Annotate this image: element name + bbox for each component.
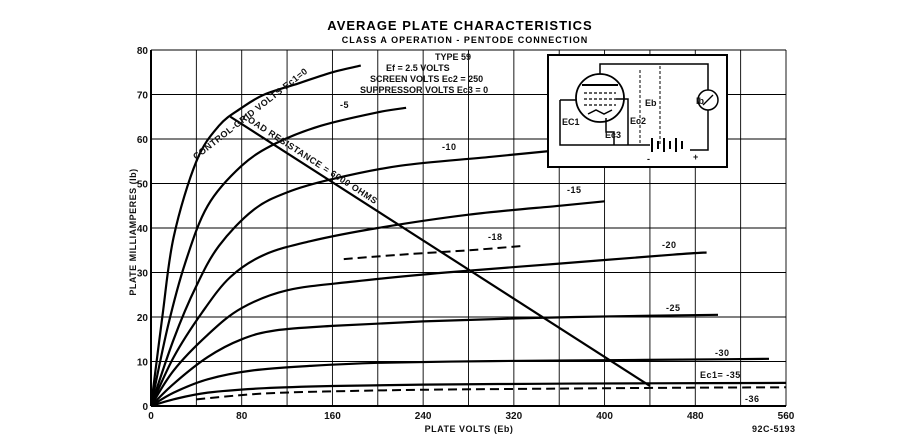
filament-voltage: Ef = 2.5 VOLTS [386,63,450,73]
x-tick-label: 400 [596,411,613,422]
y-tick-labels: 0 10 20 30 40 50 60 70 80 [137,46,149,413]
x-tick-label: 80 [236,411,248,422]
curve-label-minus-35: Ec1= -35 [700,370,741,380]
curve-ec1-minus-15 [150,200,605,407]
load-line [229,115,651,387]
x-tick-label: 240 [415,411,432,422]
x-tick-label: 160 [324,411,341,422]
y-tick-label: 80 [137,46,149,57]
curve-ec1-minus-30 [150,357,770,407]
y-tick-label: 50 [137,180,149,191]
curve-label-minus-18: -18 [488,232,503,242]
plate-wire [599,63,709,90]
load-line-group [229,115,651,387]
battery-icon [651,138,683,152]
figure-code: 92C-5193 [752,424,796,434]
tube-type: TYPE 59 [435,52,471,62]
x-tick-label: 0 [148,411,154,422]
screen-voltage: SCREEN VOLTS Ec2 = 250 [370,74,483,84]
schematic-ec3: Ec3 [605,130,621,140]
curve-ec1-minus-20 [150,251,707,407]
y-tick-label: 20 [137,313,149,324]
schematic-minus: - [647,154,650,164]
x-tick-label: 560 [778,411,795,422]
y-tick-label: 60 [137,135,149,146]
load-line-label: LOAD RESISTANCE = 6000 OHMS [241,111,379,206]
operating-conditions: TYPE 59 Ef = 2.5 VOLTS SCREEN VOLTS Ec2 … [360,52,488,95]
schematic-frame [547,54,728,168]
x-tick-label: 320 [506,411,523,422]
y-tick-label: 30 [137,269,149,280]
curve-label-minus-15: -15 [567,185,582,195]
curve-ec1-minus-10 [149,146,583,407]
x-axis-label: PLATE VOLTS (Eb) [425,424,514,434]
y-tick-label: 10 [137,358,149,369]
y-tick-label: 0 [142,402,148,413]
characteristic-curves [149,64,787,408]
curve-label-minus-5: -5 [340,100,349,110]
x-tick-labels: 0 80 160 240 320 400 480 560 [148,411,795,422]
curve-label-minus-10: -10 [442,142,457,152]
y-axis-label: PLATE MILLIAMPERES (Ib) [128,168,138,295]
schematic-ec2: Ec2 [630,116,646,126]
x-tick-label: 480 [687,411,704,422]
y-tick-label: 70 [137,91,149,102]
curve-ec1-minus-25 [150,313,719,407]
schematic-plus: + [693,152,698,162]
curve-label-minus-36: -36 [745,394,760,404]
curve-ec1-minus-18 [343,244,526,261]
chart-subtitle: CLASS A OPERATION - PENTODE CONNECTION [342,35,589,45]
curve-ec1-0 [149,64,362,407]
y-tick-label: 40 [137,224,149,235]
curve-label-minus-25: -25 [666,303,681,313]
chart-title: AVERAGE PLATE CHARACTERISTICS [327,18,592,33]
curve-ec1-minus-36 [196,386,787,401]
schematic-eb: Eb [645,98,657,108]
schematic-ib: Ib [696,96,705,106]
suppressor-voltage: SUPPRESSOR VOLTS Ec3 = 0 [360,85,488,95]
tube-cathode [587,109,613,115]
curve-label-minus-20: -20 [662,240,677,250]
curve-ec1-minus-5 [149,106,407,407]
curve-label-minus-30: -30 [715,348,730,358]
schematic-ec1: EC1 [562,117,580,127]
circuit-schematic: Eb Ib EC1 Ec2 Ec3 - + [547,54,728,168]
